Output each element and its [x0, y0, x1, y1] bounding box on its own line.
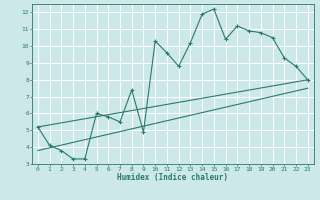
X-axis label: Humidex (Indice chaleur): Humidex (Indice chaleur): [117, 173, 228, 182]
